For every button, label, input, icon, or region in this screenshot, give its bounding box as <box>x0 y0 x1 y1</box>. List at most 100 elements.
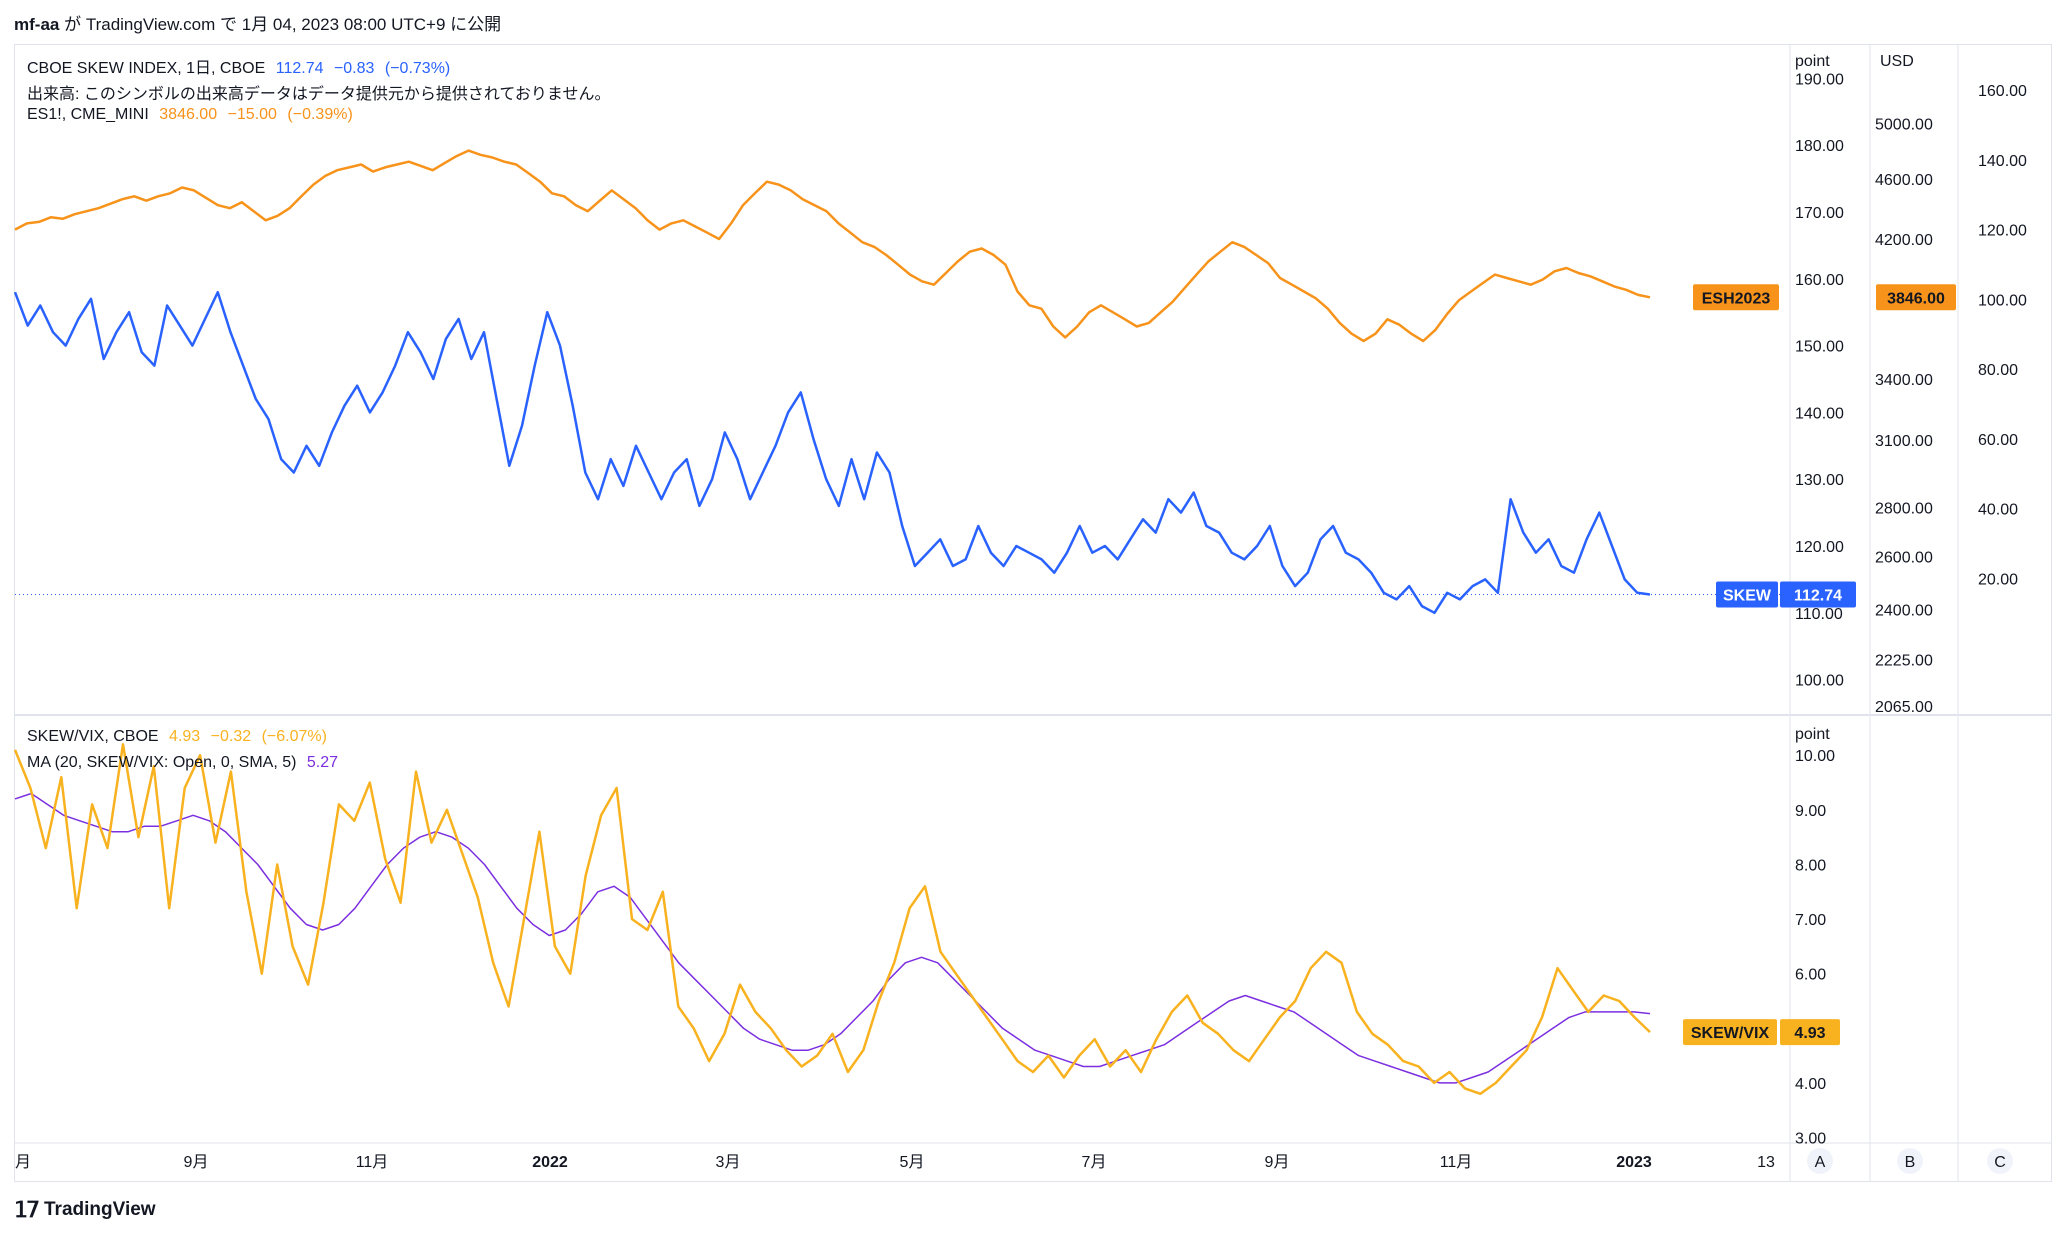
es-symbol-tag-text: ESH2023 <box>1702 290 1771 307</box>
usd-tick: 4200.00 <box>1875 232 1933 249</box>
time-axis-tick: 3月 <box>716 1154 741 1171</box>
legend-ratio-change: −0.32 <box>210 728 252 745</box>
usd-tick: 2800.00 <box>1875 500 1933 517</box>
time-axis-tick: 2023 <box>1616 1154 1652 1171</box>
legend-es-pct: (−0.39%) <box>287 106 353 123</box>
c-axis-tick: 100.00 <box>1978 292 2027 309</box>
usd-tick: 2225.00 <box>1875 653 1933 670</box>
es-value-tag-text: 3846.00 <box>1887 290 1945 307</box>
legend-ratio-last: 4.93 <box>169 728 201 745</box>
upper-point-unit: point <box>1795 53 1830 70</box>
ratio-value-tag-text: 4.93 <box>1794 1025 1825 1042</box>
upper-point-tick: 130.00 <box>1795 472 1844 489</box>
legend-skew-title: CBOE SKEW INDEX, 1日, CBOE <box>27 60 266 77</box>
upper-point-tick: 110.00 <box>1795 606 1843 623</box>
usd-tick: 2600.00 <box>1875 549 1933 566</box>
time-axis-tick: 7月 <box>1082 1154 1107 1171</box>
time-axis-tick: 5月 <box>900 1154 925 1171</box>
skew-value-tag[interactable] <box>1780 581 1856 608</box>
ratio-symbol-tag-text: SKEW/VIX <box>1691 1025 1770 1042</box>
c-axis-tick: 60.00 <box>1978 432 2018 449</box>
es-series-line[interactable] <box>14 149 1651 343</box>
usd-tick: 2065.00 <box>1875 699 1933 716</box>
legend-volume: 出来高: このシンボルの出来高データはデータ提供元から提供されておりません。 <box>27 80 616 104</box>
legend-volume-note: 出来高: このシンボルの出来高データはデータ提供元から提供されておりません。 <box>27 86 611 103</box>
legend-skew[interactable]: CBOE SKEW INDEX, 1日, CBOE 112.74 −0.83 (… <box>27 54 456 78</box>
legend-ma-value: 5.27 <box>306 754 339 771</box>
ratio-value-tag[interactable] <box>1780 1019 1840 1046</box>
time-axis-tick: 2022 <box>532 1154 568 1171</box>
upper-point-tick: 160.00 <box>1795 272 1844 289</box>
legend-skew-pct: (−0.73%) <box>384 60 451 77</box>
scale-button-label: A <box>1815 1154 1826 1171</box>
scale-button-b[interactable] <box>1897 1148 1923 1174</box>
footer-brand[interactable]: 𝟣𝟩 TradingView <box>14 1197 156 1223</box>
upper-point-tick: 180.00 <box>1795 138 1844 155</box>
ratio-series-line[interactable] <box>13 743 1651 1096</box>
author-name[interactable]: mf-aa <box>14 15 60 34</box>
upper-point-tick: 150.00 <box>1795 339 1844 356</box>
legend-ratio[interactable]: SKEW/VIX, CBOE 4.93 −0.32 (−6.07%) <box>27 728 333 746</box>
scale-button-label: C <box>1994 1154 2006 1171</box>
legend-skew-last: 112.74 <box>275 60 324 77</box>
lower-point-tick: 7.00 <box>1795 912 1826 929</box>
lower-point-unit: point <box>1795 726 1830 743</box>
lower-point-tick: 8.00 <box>1795 857 1826 874</box>
scale-button-a[interactable] <box>1807 1148 1833 1174</box>
usd-tick: 3100.00 <box>1875 433 1933 450</box>
lower-point-tick: 4.00 <box>1795 1076 1826 1093</box>
scale-button-label: B <box>1905 1154 1916 1171</box>
time-axis-tick: 11月 <box>356 1154 389 1171</box>
time-axis-tick: 11月 <box>1440 1154 1473 1171</box>
chart-frame <box>14 44 2052 1182</box>
c-axis-tick: 80.00 <box>1978 362 2018 379</box>
legend-ma-title: MA (20, SKEW/VIX: Open, 0, SMA, 5) <box>27 754 297 771</box>
legend-ma[interactable]: MA (20, SKEW/VIX: Open, 0, SMA, 5) 5.27 <box>27 754 344 772</box>
legend-ratio-pct: (−6.07%) <box>261 728 327 745</box>
publish-info: mf-aa が TradingView.com で 1月 04, 2023 08… <box>14 10 501 35</box>
legend-es-last: 3846.00 <box>159 106 218 123</box>
legend-es-change: −15.00 <box>227 106 277 123</box>
usd-tick: 5000.00 <box>1875 117 1933 134</box>
c-axis-tick: 120.00 <box>1978 223 2027 240</box>
upper-point-tick: 170.00 <box>1795 205 1844 222</box>
lower-point-tick: 6.00 <box>1795 967 1826 984</box>
time-axis-tick: 9月 <box>184 1154 209 1171</box>
time-axis-tick: 9月 <box>1265 1154 1290 1171</box>
upper-point-tick: 140.00 <box>1795 405 1844 422</box>
c-axis-tick: 40.00 <box>1978 502 2018 519</box>
upper-point-tick: 120.00 <box>1795 539 1844 556</box>
tradingview-logo-icon: 𝟣𝟩 <box>14 1197 40 1222</box>
site-name[interactable]: TradingView.com <box>85 15 216 34</box>
publish-text-1: が <box>64 15 82 34</box>
es-symbol-tag[interactable] <box>1693 284 1779 311</box>
skew-symbol-tag[interactable] <box>1716 581 1778 608</box>
legend-skew-change: −0.83 <box>333 60 375 77</box>
es-value-tag[interactable] <box>1876 284 1956 311</box>
lower-point-tick: 3.00 <box>1795 1131 1826 1148</box>
legend-es[interactable]: ES1!, CME_MINI 3846.00 −15.00 (−0.39%) <box>27 106 359 124</box>
publish-text-2: で 1月 04, 2023 08:00 UTC+9 に公開 <box>220 15 502 34</box>
legend-ratio-title: SKEW/VIX, CBOE <box>27 728 159 745</box>
c-axis-tick: 160.00 <box>1978 83 2027 100</box>
upper-point-tick: 190.00 <box>1795 71 1844 88</box>
lower-point-tick: 10.00 <box>1795 748 1835 765</box>
time-axis-tick: 月 <box>15 1154 31 1171</box>
footer-brand-name: TradingView <box>44 1199 156 1220</box>
skew-symbol-tag-text: SKEW <box>1723 587 1772 604</box>
usd-tick: 4600.00 <box>1875 172 1933 189</box>
c-axis-tick: 20.00 <box>1978 571 2018 588</box>
ma-series-line[interactable] <box>14 792 1651 1084</box>
skew-value-tag-text: 112.74 <box>1794 587 1842 604</box>
usd-tick: 3400.00 <box>1875 372 1933 389</box>
usd-tick: 2400.00 <box>1875 602 1933 619</box>
scale-button-c[interactable] <box>1987 1148 2013 1174</box>
legend-es-title: ES1!, CME_MINI <box>27 106 149 123</box>
ratio-symbol-tag[interactable] <box>1683 1019 1777 1046</box>
lower-point-tick: 9.00 <box>1795 803 1826 820</box>
c-axis-tick: 140.00 <box>1978 153 2027 170</box>
skew-series-line[interactable] <box>13 290 1651 615</box>
usd-unit: USD <box>1880 53 1914 70</box>
time-axis-tick: 13 <box>1757 1154 1775 1171</box>
